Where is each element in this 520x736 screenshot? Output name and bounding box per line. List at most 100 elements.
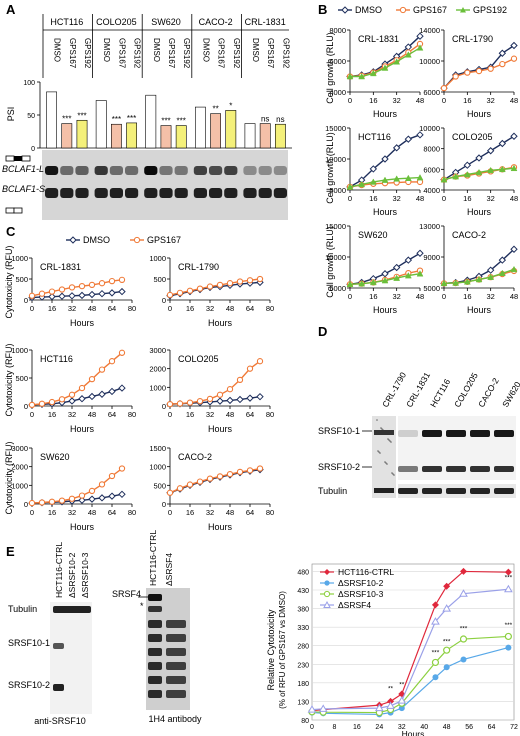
e-xtick-label: 72 bbox=[510, 724, 518, 731]
gel-band-short bbox=[224, 188, 238, 198]
cytotoxicity-chart-caco-2-title: CACO-2 bbox=[178, 452, 212, 462]
gel-band-long bbox=[45, 166, 59, 175]
cytotoxicity-chart-hct116-gps167-point bbox=[48, 398, 56, 406]
e2-band-srsf4: SRSF4 bbox=[112, 589, 141, 599]
xtick-label: 16 bbox=[369, 96, 377, 105]
cytotoxicity-chart-colo205-gps167-point bbox=[176, 400, 184, 407]
growth-chart-crl-1790: 6000 10000 14000 0 16 32 48 CRL-1790 bbox=[419, 26, 518, 105]
hours-label: Hours bbox=[70, 318, 95, 328]
e-series-srsf10-2-point bbox=[398, 705, 405, 712]
e-xtick-label: 8 bbox=[332, 724, 336, 731]
band-srsf10-2-crl-1831 bbox=[398, 466, 418, 472]
treatment-label-gps192: GPS192 bbox=[232, 38, 241, 69]
cytotoxicity-chart-hct116-dmso-point bbox=[88, 392, 96, 401]
e-series-srsf10-3-point bbox=[443, 646, 451, 654]
panel-c-ylabel-2: Cytotoxicity (RFU) bbox=[4, 343, 14, 416]
cytotoxicity-chart-sw620-dmso-point bbox=[108, 492, 116, 500]
blot-speckle bbox=[393, 474, 395, 476]
cytotoxicity-chart-crl-1790: 0 500 1000 0 16 32 48 64 80 CRL-1790 bbox=[149, 254, 274, 313]
xtick-label: 48 bbox=[88, 410, 96, 419]
ytick-label: 500 bbox=[15, 374, 28, 383]
panel-a-gel bbox=[42, 150, 288, 220]
panel-b-ylabel-1: Cell growth (RLU) bbox=[325, 32, 335, 104]
cell-line-header-sw620: SW620 bbox=[151, 17, 181, 27]
gel-band-long bbox=[159, 166, 173, 175]
blot2-lane1-band bbox=[148, 662, 162, 670]
treatment-label-gps167: GPS167 bbox=[68, 38, 77, 69]
cytotoxicity-chart-sw620-gps167-point bbox=[28, 499, 36, 507]
band-tubulin-caco-2 bbox=[470, 488, 490, 494]
gel-band-short bbox=[75, 188, 89, 198]
blot-speckle bbox=[390, 441, 392, 443]
growth-chart-colo205-gps192-point bbox=[452, 173, 460, 180]
treatment-label-gps167: GPS167 bbox=[167, 38, 176, 69]
cytotoxicity-chart-crl-1790-gps167-point bbox=[186, 287, 194, 294]
e-series-srsf4-point bbox=[459, 589, 468, 597]
cytotoxicity-chart-colo205-dmso-point bbox=[216, 397, 224, 405]
treatment-label-dmso: DMSO bbox=[152, 38, 161, 62]
blot-speckle bbox=[379, 452, 381, 454]
growth-chart-crl-1831-dmso-point bbox=[416, 32, 424, 40]
cytotoxicity-chart-colo205-gps167-point bbox=[236, 376, 244, 384]
ytick-label: 10000 bbox=[419, 57, 440, 66]
hours-label: Hours bbox=[467, 109, 492, 119]
e-ytick-label: 330 bbox=[297, 625, 309, 632]
xtick-label: 0 bbox=[442, 292, 446, 301]
growth-chart-crl-1831-gps192-point bbox=[369, 69, 377, 77]
band-srsf10-1-caco-2 bbox=[470, 430, 490, 437]
psi-bar-sw620-gps167 bbox=[160, 125, 172, 149]
xtick-label: 80 bbox=[266, 508, 274, 517]
panel-c-legend: DMSO GPS167 bbox=[66, 235, 181, 245]
gel-band-long bbox=[144, 166, 158, 175]
cytotoxicity-chart-colo205-gps167-point bbox=[216, 391, 224, 398]
e-ytick-label: 180 bbox=[297, 681, 309, 688]
gel-band-long bbox=[125, 166, 139, 175]
cytotoxicity-chart-colo205-gps167-point bbox=[206, 395, 214, 403]
gel-band-short bbox=[94, 188, 108, 198]
cytotoxicity-chart-hct116-gps167-point bbox=[38, 400, 46, 407]
psi-bar-colo205-gps167 bbox=[111, 123, 122, 149]
gel-band-long bbox=[94, 166, 108, 175]
growth-chart-hct116-title: HCT116 bbox=[358, 132, 391, 142]
e-significance: *** bbox=[505, 575, 513, 582]
e-series-srsf4-point bbox=[307, 705, 317, 713]
cytotoxicity-chart-hct116-dmso-point bbox=[118, 384, 126, 392]
cytotoxicity-chart-crl-1790-gps167-point bbox=[246, 277, 254, 284]
xtick-label: 64 bbox=[246, 410, 254, 419]
panel-letter-e: E bbox=[6, 544, 15, 559]
xtick-label: 48 bbox=[510, 292, 518, 301]
cytotoxicity-chart-crl-1790-gps167-point bbox=[206, 283, 214, 290]
xtick-label: 48 bbox=[416, 96, 424, 105]
e-legend-label-srsf4: ΔSRSF4 bbox=[338, 600, 371, 610]
cytotoxicity-chart-colo205-dmso-point bbox=[256, 392, 264, 401]
blot1-band-srsf10-1 bbox=[53, 643, 64, 649]
ytick-label: 6000 bbox=[423, 88, 440, 97]
gel-band-short bbox=[273, 188, 287, 198]
xtick-label: 16 bbox=[463, 96, 471, 105]
cytotoxicity-chart-colo205-title: COLO205 bbox=[178, 354, 219, 364]
cytotoxicity-chart-sw620-gps167-point bbox=[78, 492, 86, 499]
blot2-lane1-band bbox=[148, 634, 162, 642]
xtick-label: 48 bbox=[416, 292, 424, 301]
ytick-label: 6000 bbox=[423, 165, 440, 174]
ytick-label: 500 bbox=[153, 275, 166, 284]
treatment-label-gps192: GPS192 bbox=[182, 38, 191, 69]
e2-caption: 1H4 antibody bbox=[148, 714, 202, 724]
e-xtick-label: 48 bbox=[443, 724, 451, 731]
cytotoxicity-chart-caco-2-gps167-point bbox=[246, 467, 254, 474]
cytotoxicity-chart-caco-2-dmso-line bbox=[169, 468, 261, 494]
xtick-label: 32 bbox=[68, 410, 76, 419]
psi-bar-hct116-gps192 bbox=[76, 119, 88, 149]
gel-band-short bbox=[125, 188, 139, 198]
e-series-srsf4-point bbox=[504, 584, 513, 593]
gel-band-long bbox=[109, 166, 123, 175]
blot-speckle bbox=[378, 451, 380, 453]
lane-label-caco-2: CACO-2 bbox=[476, 376, 501, 409]
e-series-srsf10-2-point bbox=[443, 664, 450, 671]
e-significance: *** bbox=[505, 622, 513, 629]
e-ytick-label: 130 bbox=[297, 699, 309, 706]
legend-label-gps167: GPS167 bbox=[147, 235, 181, 245]
panel-a: HCT116 DMSO GPS167 GPS192 COLO205 DMSO GPS167 G… bbox=[2, 14, 292, 220]
psi-bar-crl-1831-dmso bbox=[244, 123, 256, 149]
ytick-label: 10000 bbox=[325, 155, 346, 164]
